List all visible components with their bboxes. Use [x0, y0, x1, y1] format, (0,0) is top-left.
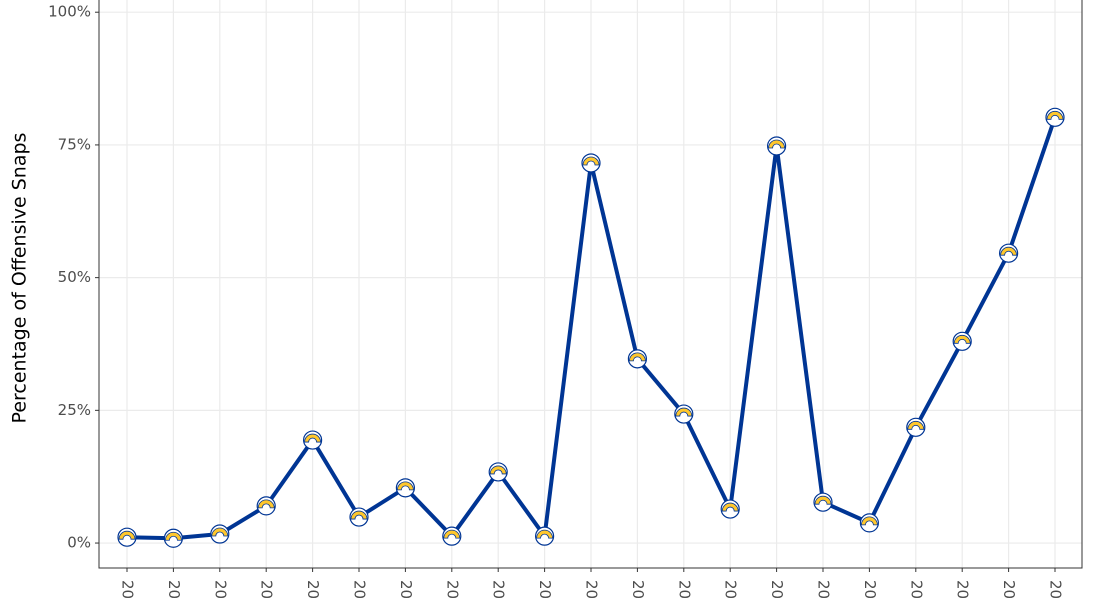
y-tick-label: 100% [48, 3, 91, 21]
y-tick-label: 75% [58, 135, 91, 153]
x-tick-label: 20 [119, 580, 137, 599]
point-marker [859, 513, 880, 533]
point-marker [163, 528, 183, 548]
point-marker [906, 417, 926, 437]
point-marker [627, 349, 648, 369]
x-tick-label: 20 [443, 580, 461, 599]
x-tick-label: 20 [629, 580, 647, 599]
marker-horn [675, 407, 693, 417]
marker-horn [443, 529, 461, 539]
x-tick-label: 20 [490, 580, 508, 599]
x-tick-label: 20 [1000, 580, 1018, 599]
x-tick-label: 20 [722, 580, 740, 599]
x-tick-label: 20 [815, 580, 833, 599]
x-tick-label: 20 [861, 580, 879, 599]
marker-horn [536, 529, 554, 539]
marker-horn [396, 481, 414, 491]
x-tick-label: 20 [536, 580, 554, 599]
x-tick-label: 20 [583, 580, 601, 599]
marker-horn [860, 516, 878, 526]
marker-horn [257, 499, 275, 509]
marker-horn [768, 139, 786, 149]
marker-horn [953, 335, 971, 344]
marker-horn [582, 156, 600, 166]
marker-horn [211, 527, 229, 537]
y-tick-label: 50% [58, 268, 91, 286]
marker-horn [628, 352, 646, 362]
x-tick-label: 20 [675, 580, 693, 599]
y-tick-label: 0% [67, 534, 91, 552]
point-marker [534, 526, 555, 546]
x-tick-label: 20 [1047, 580, 1065, 599]
point-marker [395, 478, 415, 498]
point-marker [813, 492, 833, 512]
point-marker [303, 430, 323, 450]
point-marker [952, 331, 972, 351]
x-tick-label: 20 [351, 580, 369, 599]
x-tick-label: 20 [211, 580, 229, 599]
x-tick-label: 20 [768, 580, 786, 599]
point-marker [256, 496, 276, 516]
x-tick-label: 20 [397, 580, 415, 599]
point-marker [998, 243, 1019, 263]
point-marker [117, 527, 137, 547]
marker-horn [350, 510, 368, 520]
marker-horn [304, 433, 322, 443]
point-marker [674, 404, 694, 424]
x-tick-label: 20 [258, 580, 276, 599]
x-tick-label: 20 [304, 580, 322, 599]
marker-horn [1046, 110, 1064, 120]
marker-horn [1000, 246, 1018, 256]
point-marker [581, 153, 601, 173]
point-marker [210, 524, 230, 544]
y-axis-title: Percentage of Offensive Snaps [9, 133, 31, 424]
marker-horn [907, 421, 925, 430]
x-tick-label: 20 [165, 580, 183, 599]
marker-horn [118, 530, 136, 540]
point-marker [766, 136, 787, 156]
x-tick-label: 20 [954, 580, 972, 599]
y-tick-label: 25% [58, 401, 91, 419]
point-marker [349, 507, 369, 527]
x-tick-label: 20 [907, 580, 925, 599]
marker-horn [164, 531, 182, 541]
point-marker [720, 499, 740, 519]
point-marker [442, 526, 462, 546]
marker-horn [814, 495, 832, 505]
point-marker [488, 462, 508, 482]
point-marker [1045, 107, 1065, 127]
marker-horn [721, 502, 739, 512]
marker-horn [489, 465, 507, 475]
